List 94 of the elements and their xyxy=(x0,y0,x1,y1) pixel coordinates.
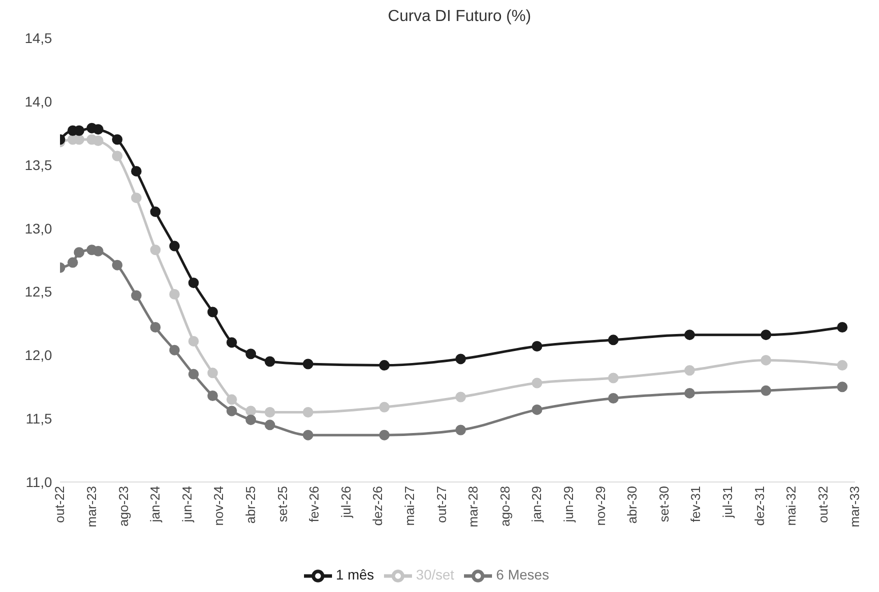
point xyxy=(379,402,390,412)
point xyxy=(92,124,104,135)
x-tick-label: mar-28 xyxy=(466,486,481,528)
x-tick-label: mai-27 xyxy=(402,486,418,526)
y-tick-label: 11,0 xyxy=(26,474,52,490)
x-tick-label: set-25 xyxy=(274,486,290,522)
point xyxy=(112,134,122,145)
point xyxy=(837,360,848,371)
x-tick-label: out-27 xyxy=(434,486,449,523)
x-tick-label: jul-26 xyxy=(338,486,354,519)
y-tick-label: 13,5 xyxy=(24,156,52,173)
point xyxy=(207,390,218,401)
point xyxy=(112,260,122,270)
point xyxy=(150,244,161,256)
point xyxy=(188,278,199,288)
x-tick-label: fev-31 xyxy=(688,486,704,522)
x-tick-label: ago-23 xyxy=(116,486,131,526)
x-tick-label: dez-31 xyxy=(752,486,767,526)
point xyxy=(92,246,104,256)
x-tick-label: jan-24 xyxy=(148,486,163,524)
point xyxy=(379,430,390,440)
point xyxy=(455,392,466,402)
point xyxy=(264,406,276,418)
point xyxy=(169,344,180,356)
point xyxy=(207,368,218,378)
legend-label: 30/set xyxy=(416,566,454,583)
x-tick-label: jul-31 xyxy=(720,486,736,519)
point xyxy=(455,424,466,436)
point xyxy=(246,348,256,360)
y-tick-label: 12,5 xyxy=(24,284,52,300)
y-tick-label: 12,0 xyxy=(24,347,52,364)
point xyxy=(608,334,619,346)
point xyxy=(246,414,256,426)
point xyxy=(379,360,390,371)
point xyxy=(837,382,848,392)
point xyxy=(150,322,161,332)
point xyxy=(226,337,237,348)
point xyxy=(302,358,314,370)
point xyxy=(684,388,695,398)
point xyxy=(264,420,276,430)
point xyxy=(169,289,180,300)
y-tick-label: 13,0 xyxy=(24,220,52,236)
x-tick-label: nov-29 xyxy=(592,486,608,526)
point xyxy=(608,393,619,404)
x-tick-label: mai-32 xyxy=(784,486,799,526)
x-tick-label: ago-28 xyxy=(497,486,512,526)
point xyxy=(608,372,619,384)
point xyxy=(684,365,695,376)
x-tick-label: abr-25 xyxy=(243,486,258,524)
point xyxy=(131,166,142,176)
y-tick-label: 14,5 xyxy=(24,30,52,46)
point xyxy=(74,247,84,258)
x-tick-label: abr-30 xyxy=(624,486,640,524)
x-tick-label: mar-23 xyxy=(84,486,100,528)
point xyxy=(131,290,142,301)
point xyxy=(760,330,772,340)
x-tick-label: mar-33 xyxy=(847,486,862,528)
point xyxy=(131,192,142,204)
point xyxy=(455,354,466,364)
x-tick-label: out-32 xyxy=(815,486,830,523)
point xyxy=(226,394,237,405)
point xyxy=(150,206,161,218)
point xyxy=(532,404,542,415)
point xyxy=(760,354,772,366)
x-tick-label: jun-29 xyxy=(561,486,576,524)
point xyxy=(169,240,180,252)
point xyxy=(207,306,218,318)
point xyxy=(532,341,542,352)
y-tick-label: 11,5 xyxy=(26,410,52,427)
point xyxy=(92,136,104,146)
x-tick-label: fev-26 xyxy=(306,486,322,522)
point xyxy=(264,356,276,367)
point xyxy=(532,378,542,388)
point xyxy=(188,368,199,380)
legend-label: 6 Meses xyxy=(496,566,550,583)
point xyxy=(760,385,772,396)
point xyxy=(67,257,78,268)
x-tick-label: out-22 xyxy=(52,486,68,523)
point xyxy=(302,430,314,440)
x-tick-label: jan-29 xyxy=(529,486,544,524)
y-tick-label: 14,0 xyxy=(24,93,52,110)
x-tick-label: jun-24 xyxy=(179,486,194,524)
point xyxy=(112,150,122,162)
point xyxy=(246,406,256,416)
point xyxy=(684,330,695,340)
chart-title: Curva DI Futuro (%) xyxy=(386,8,532,27)
point xyxy=(188,336,199,346)
point xyxy=(837,322,848,332)
x-tick-label: nov-24 xyxy=(211,486,226,526)
x-tick-label: dez-26 xyxy=(370,486,386,526)
point xyxy=(302,406,314,418)
point xyxy=(226,406,237,416)
x-tick-label: set-30 xyxy=(656,486,672,522)
legend-label: 1 mês xyxy=(336,566,374,583)
